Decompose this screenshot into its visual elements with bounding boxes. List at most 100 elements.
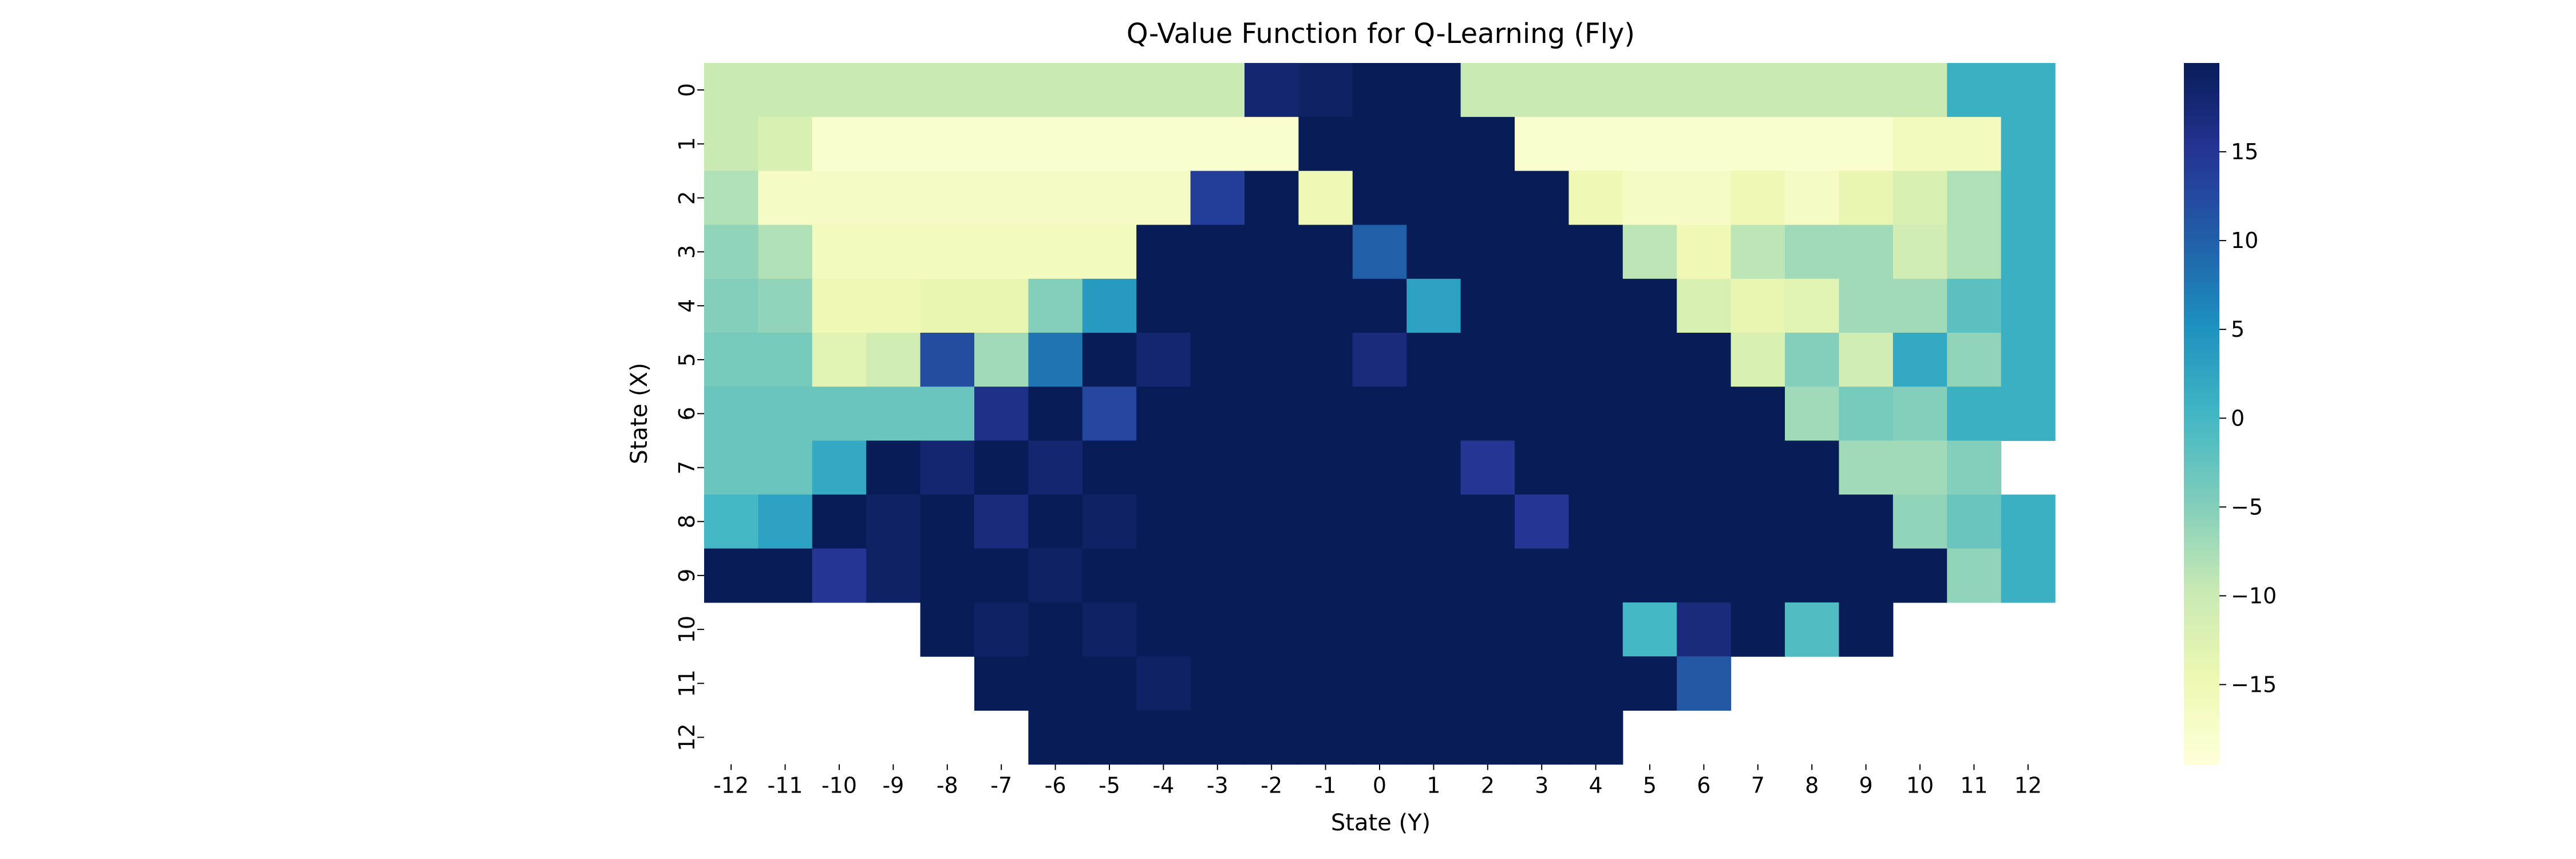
heatmap-cell	[1136, 656, 1191, 711]
heatmap-cell	[1785, 494, 1839, 549]
heatmap-cell	[1406, 494, 1461, 549]
heatmap-cell	[1893, 494, 1947, 549]
y-axis-label: State (X)	[626, 362, 653, 464]
x-tick-label: -2	[1261, 773, 1282, 798]
heatmap-cell	[1515, 656, 1569, 711]
heatmap-cell	[1406, 117, 1461, 171]
colorbar	[2184, 63, 2219, 765]
heatmap-cell	[1136, 278, 1191, 333]
heatmap-cell	[1893, 171, 1947, 226]
heatmap-cell	[1460, 224, 1515, 279]
heatmap-cell	[1515, 440, 1569, 495]
heatmap-cell	[1622, 278, 1677, 333]
heatmap-cell	[1352, 117, 1407, 171]
heatmap-cell	[1622, 602, 1677, 657]
heatmap-cell	[1839, 494, 1894, 549]
heatmap-cell	[920, 602, 975, 657]
x-tick-label: 9	[1859, 773, 1873, 798]
heatmap-cell	[1352, 171, 1407, 226]
heatmap-cell	[1298, 224, 1353, 279]
heatmap-cell	[2001, 333, 2056, 387]
heatmap-cell	[1677, 224, 1732, 279]
heatmap-cell	[1406, 333, 1461, 387]
heatmap-cell	[1622, 224, 1677, 279]
heatmap-cell	[1568, 117, 1623, 171]
heatmap-cell	[812, 171, 867, 226]
heatmap-cell	[1785, 63, 1839, 117]
heatmap-cell	[974, 117, 1029, 171]
heatmap-cell	[974, 387, 1029, 441]
heatmap-cell	[1190, 548, 1245, 603]
heatmap-cell	[1190, 494, 1245, 549]
heatmap-cell	[1730, 171, 1785, 226]
heatmap-cell	[1406, 171, 1461, 226]
heatmap-cell	[1677, 63, 1732, 117]
colorbar-tick-label: 0	[2231, 405, 2245, 431]
heatmap-cell	[1515, 171, 1569, 226]
heatmap-cell	[1190, 63, 1245, 117]
heatmap-cell	[920, 171, 975, 226]
heatmap-cell	[1947, 440, 2002, 495]
y-tick-label: 7	[674, 460, 700, 474]
heatmap-cell	[1893, 387, 1947, 441]
heatmap-cell	[1244, 548, 1299, 603]
colorbar-tick-label: −5	[2231, 494, 2263, 519]
heatmap-cell	[1460, 387, 1515, 441]
heatmap-cell	[920, 440, 975, 495]
heatmap-cell	[704, 494, 758, 549]
heatmap-cell	[1622, 171, 1677, 226]
x-tick-label: -12	[713, 773, 749, 798]
heatmap-cell	[1352, 333, 1407, 387]
heatmap-cell	[1082, 387, 1137, 441]
heatmap-cell	[1352, 63, 1407, 117]
y-tick-label: 8	[674, 515, 700, 529]
colorbar-ticks: 15 10 5 0 −5 −10 −15	[2219, 139, 2277, 697]
heatmap-cell	[1460, 710, 1515, 765]
heatmap-cell	[812, 548, 867, 603]
x-tick-label: 8	[1805, 773, 1819, 798]
heatmap-cell	[866, 494, 921, 549]
heatmap-cell	[1460, 63, 1515, 117]
heatmap-cell	[974, 278, 1029, 333]
y-tick-label: 12	[674, 723, 700, 751]
heatmap-cell	[1785, 117, 1839, 171]
heatmap-cell	[1136, 387, 1191, 441]
y-tick-label: 11	[674, 669, 700, 697]
heatmap-cell	[1839, 117, 1894, 171]
heatmap-cell	[1136, 171, 1191, 226]
heatmap-cell	[1028, 710, 1083, 765]
heatmap-cell	[1028, 602, 1083, 657]
heatmap-cell	[1568, 387, 1623, 441]
x-tick-label: -9	[882, 773, 904, 798]
heatmap-cell	[1785, 171, 1839, 226]
heatmap-cell	[1947, 387, 2002, 441]
heatmap-cell	[1406, 440, 1461, 495]
heatmap-cell	[1406, 548, 1461, 603]
heatmap-cell	[1947, 117, 2002, 171]
heatmap-cell	[1244, 63, 1299, 117]
heatmap-cell	[1352, 602, 1407, 657]
heatmap-cell	[1568, 710, 1623, 765]
x-tick-label: 12	[2014, 773, 2042, 798]
heatmap-cell	[1785, 602, 1839, 657]
heatmap-cell	[1190, 656, 1245, 711]
heatmap-cell	[1136, 63, 1191, 117]
heatmap-cell	[1298, 440, 1353, 495]
heatmap-cell	[1515, 548, 1569, 603]
x-tick-label: 11	[1960, 773, 1988, 798]
heatmap-cell	[1244, 602, 1299, 657]
x-tick-label: -1	[1315, 773, 1337, 798]
heatmap-cell	[1515, 63, 1569, 117]
x-axis-ticks: -12 -11 -10 -9 -8 -7 -6 -5 -4 -3 -2 -1 0 1 2 3 4 5 6 7 8 9 10 1…	[713, 764, 2042, 798]
heatmap-cell	[1190, 278, 1245, 333]
x-axis-label: State (Y)	[1331, 810, 1431, 836]
heatmap-cell	[1136, 602, 1191, 657]
heatmap-cell	[758, 494, 813, 549]
heatmap-cell	[1298, 656, 1353, 711]
heatmap-cell	[1622, 117, 1677, 171]
heatmap-cell	[1298, 278, 1353, 333]
heatmap-cell	[1190, 602, 1245, 657]
heatmap-cell	[704, 117, 758, 171]
heatmap-cell	[1515, 224, 1569, 279]
heatmap-cell	[1947, 63, 2002, 117]
